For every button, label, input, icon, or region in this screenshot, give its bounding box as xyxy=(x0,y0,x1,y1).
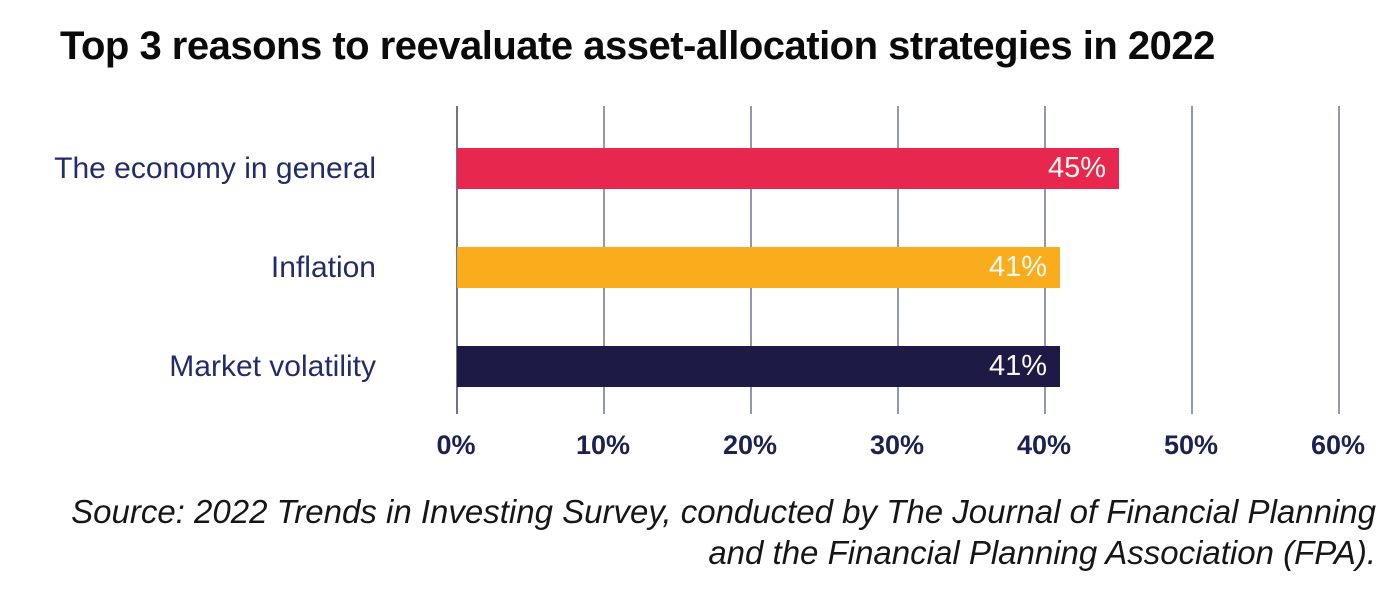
bar-value-label: 45% xyxy=(1047,152,1106,184)
x-tick-20%: 20% xyxy=(722,430,778,460)
category-label-market-volatility: Market volatility xyxy=(169,350,376,383)
gridline-60% xyxy=(1338,106,1340,414)
x-tick-0%: 0% xyxy=(436,430,476,460)
category-label-inflation: Inflation xyxy=(270,251,376,284)
x-tick-10%: 10% xyxy=(575,430,631,460)
bar-inflation: 41% xyxy=(457,247,1060,288)
gridline-50% xyxy=(1191,106,1193,414)
x-tick-30%: 30% xyxy=(869,430,925,460)
y-axis-line xyxy=(456,106,458,414)
bar-value-label: 41% xyxy=(988,251,1047,283)
chart-title: Top 3 reasons to reevaluate asset-alloca… xyxy=(60,24,1215,68)
x-tick-40%: 40% xyxy=(1016,430,1072,460)
bar-value-label: 41% xyxy=(988,350,1047,382)
bar-the-economy-in-general: 45% xyxy=(457,148,1119,189)
source-line-1: Source: 2022 Trends in Investing Survey,… xyxy=(71,493,1376,530)
x-tick-50%: 50% xyxy=(1163,430,1219,460)
bar-market-volatility: 41% xyxy=(457,346,1060,387)
x-tick-60%: 60% xyxy=(1310,430,1366,460)
source-line-2: and the Financial Planning Association (… xyxy=(708,534,1376,571)
category-label-the-economy-in-general: The economy in general xyxy=(54,152,376,185)
source-note: Source: 2022 Trends in Investing Survey,… xyxy=(50,491,1376,573)
